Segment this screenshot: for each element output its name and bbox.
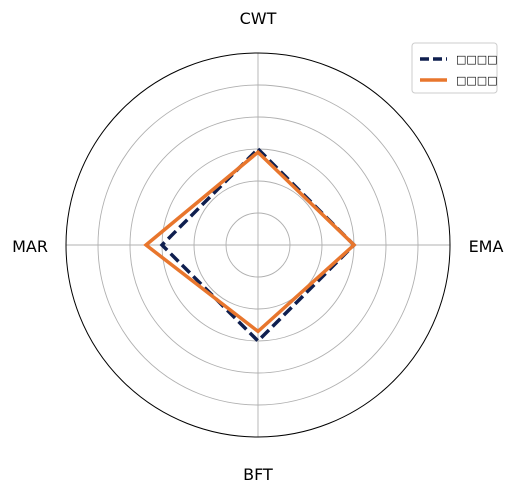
radar-spokes <box>66 53 450 437</box>
axis-label-mar: MAR <box>12 237 48 256</box>
series-2-polygon <box>143 149 357 334</box>
series-layer <box>143 146 357 344</box>
axis-label-bft: BFT <box>243 465 273 484</box>
legend-label-1: □□□□ <box>456 53 498 66</box>
axis-label-ema: EMA <box>469 237 504 256</box>
legend: □□□□ □□□□ <box>411 42 498 94</box>
legend-label-2: □□□□ <box>456 74 498 87</box>
outer-ring <box>65 52 451 438</box>
axis-label-cwt: CWT <box>240 9 277 28</box>
